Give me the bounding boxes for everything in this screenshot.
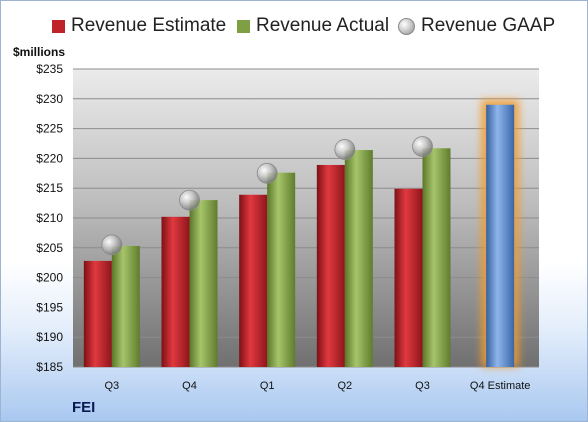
x-tick-label: Q3 (415, 380, 430, 392)
legend-label-actual: Revenue Actual (256, 15, 390, 36)
y-axis-unit-label: $millions (13, 45, 66, 59)
x-tick-label: Q3 (104, 380, 119, 392)
legend-item-actual: Revenue Actual (237, 15, 389, 37)
x-tick-label: Q2 (337, 380, 352, 392)
bar-revenue-actual (344, 150, 373, 367)
y-tick-label: $200 (36, 271, 63, 285)
company-label: FEI (72, 399, 96, 416)
bar-revenue-estimate (161, 216, 190, 367)
y-tick-label: $225 (36, 122, 63, 136)
point-revenue-gaap (256, 162, 278, 184)
legend-item-estimate: Revenue Estimate (52, 15, 226, 37)
point-revenue-gaap (412, 136, 433, 157)
x-tick-label: Q1 (260, 380, 275, 392)
legend-marker-gaap (398, 17, 415, 35)
bar-revenue-actual (111, 246, 140, 367)
y-tick-label: $185 (36, 360, 63, 374)
bar-revenue-actual (422, 148, 451, 367)
y-axis-ticks: $185 $190 $195 $200 $205 $210 $215 $220 $225 $230… (36, 62, 63, 374)
x-tick-label: Q4 (182, 380, 197, 392)
bar-revenue-forecast (486, 104, 515, 367)
legend-swatch-estimate (52, 19, 65, 33)
bar-revenue-estimate (316, 164, 345, 367)
y-tick-label: $215 (36, 181, 63, 195)
legend-label-estimate: Revenue Estimate (71, 15, 227, 36)
point-revenue-gaap (334, 139, 356, 160)
gaap-markers (101, 136, 433, 256)
y-tick-label: $205 (36, 241, 63, 255)
gridlines (73, 68, 539, 368)
point-revenue-gaap (101, 234, 123, 256)
legend-label-gaap: Revenue GAAP (421, 15, 556, 36)
x-axis-ticks: Q3 Q4 Q1 Q2 Q3 Q4 Estimate (104, 380, 530, 392)
point-revenue-gaap (179, 189, 200, 211)
y-tick-label: $220 (36, 151, 63, 165)
bar-revenue-estimate (239, 194, 268, 367)
bars (83, 99, 520, 367)
y-tick-label: $190 (36, 330, 63, 344)
y-tick-label: $230 (36, 92, 63, 106)
legend-swatch-actual (237, 19, 250, 33)
legend: Revenue Estimate Revenue Actual Revenue … (1, 15, 587, 45)
y-tick-label: $210 (36, 211, 63, 225)
bar-revenue-actual (189, 200, 218, 367)
x-tick-label: Q4 Estimate (470, 380, 531, 392)
bar-revenue-estimate (394, 188, 423, 367)
bar-revenue-estimate (83, 260, 112, 367)
legend-item-gaap: Revenue GAAP (398, 15, 555, 37)
y-tick-label: $235 (36, 62, 63, 76)
bar-revenue-actual (267, 172, 296, 367)
y-tick-label: $195 (36, 300, 63, 314)
